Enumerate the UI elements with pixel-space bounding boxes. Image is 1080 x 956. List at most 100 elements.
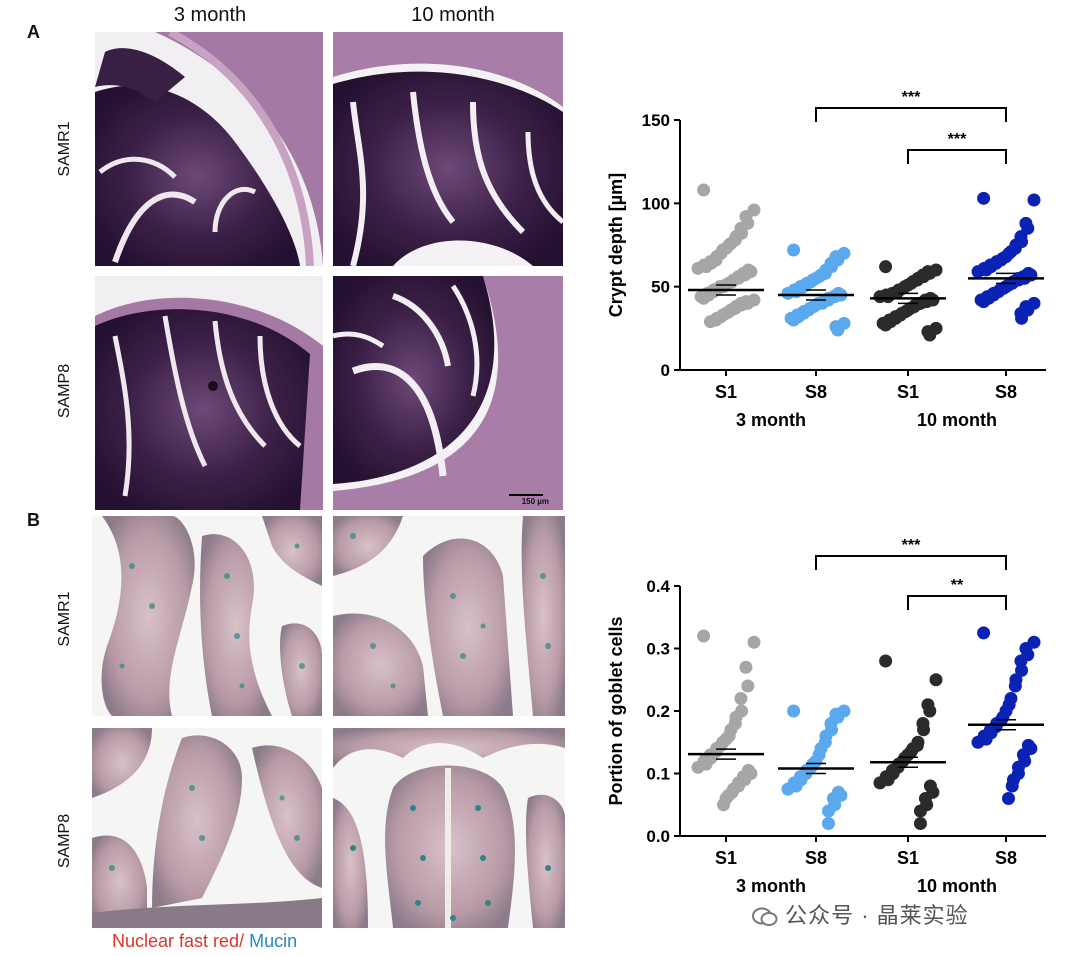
significance-label: *** [902, 537, 921, 554]
y-tick-label: 0.2 [646, 702, 670, 721]
x-tick-label: S1 [897, 382, 919, 402]
y-tick-label: 150 [642, 111, 670, 130]
data-point [741, 679, 755, 693]
data-point [697, 629, 711, 643]
data-point [873, 290, 887, 304]
significance-bracket [907, 595, 1007, 610]
chart-goblet-cells: 0.0 0.1 0.2 0.3 0.4 Portion of goblet cells S1… [590, 530, 1060, 910]
data-point [873, 776, 887, 790]
data-point [977, 191, 991, 205]
row-label-samr1-a: SAMR1 [56, 121, 73, 177]
chart-crypt-depth: 0 50 100 150 Crypt depth [µm] S1 S8 S1 S8 3 month… [590, 80, 1060, 440]
histology-b-samr1-3m [92, 516, 322, 716]
data-point [917, 723, 931, 737]
data-point [717, 798, 731, 812]
data-point [697, 183, 711, 197]
data-point [691, 760, 705, 774]
significance-bracket [815, 107, 1007, 122]
group-label: 10 month [917, 410, 997, 430]
y-tick-label: 50 [651, 278, 670, 297]
panel-a-letter: A [27, 22, 40, 42]
x-tick-label: S1 [715, 848, 737, 868]
scale-bar [509, 494, 543, 496]
significance-bracket [815, 555, 1007, 570]
data-point [781, 782, 795, 796]
x-tick-label: S1 [715, 382, 737, 402]
histology-a-samr1-10m [333, 32, 563, 266]
data-point [821, 804, 835, 818]
wechat-icon [752, 907, 778, 927]
histology-a-samp8-3m [95, 276, 323, 510]
group-label: 3 month [736, 876, 806, 896]
x-tick-label: S8 [995, 382, 1017, 402]
data-point [879, 654, 893, 668]
significance-bracket [907, 149, 1007, 164]
data-point [879, 318, 893, 332]
data-point [913, 804, 927, 818]
data-point [923, 328, 937, 342]
significance-label: ** [951, 577, 964, 594]
row-label-samp8-b: SAMP8 [56, 813, 73, 869]
data-point [747, 635, 761, 649]
y-tick-label: 0 [661, 361, 670, 380]
data-point [739, 660, 753, 674]
y-tick-label: 100 [642, 194, 670, 213]
x-tick-label: S8 [805, 382, 827, 402]
watermark: 公众号 · 晶莱实验 [752, 898, 969, 930]
stain-legend: Nuclear fast red/ Mucin [112, 931, 297, 952]
stain-legend-mucin: Mucin [249, 931, 298, 951]
data-point [977, 295, 991, 309]
significance-label: *** [902, 89, 921, 106]
crypt-depth-plot: 0 50 100 150 Crypt depth [µm] S1 S8 S1 S8 3 month… [606, 89, 1046, 430]
data-point [923, 704, 937, 718]
data-point [1027, 193, 1041, 207]
group-label: 10 month [917, 876, 997, 896]
goblet-cells-plot: 0.0 0.1 0.2 0.3 0.4 Portion of goblet cells S1… [606, 537, 1046, 896]
histology-a-samp8-10m: 150 µm [333, 276, 563, 510]
y-tick-label: 0.3 [646, 640, 670, 659]
row-label-samr1-b: SAMR1 [56, 591, 73, 647]
significance-label: *** [948, 131, 967, 148]
scale-bar-label: 150 µm [521, 497, 549, 506]
watermark-text: 公众号 · 晶莱实验 [785, 903, 969, 928]
data-point [1014, 654, 1028, 668]
data-point [691, 261, 705, 275]
col-header-3-month: 3 month [173, 4, 247, 26]
data-point [1015, 663, 1029, 677]
y-axis-label: Crypt depth [µm] [606, 173, 626, 317]
data-point [1005, 779, 1019, 793]
data-point [787, 704, 801, 718]
data-point [821, 817, 835, 830]
y-tick-label: 0.0 [646, 827, 670, 846]
y-tick-label: 0.4 [646, 577, 670, 596]
histology-a-samr1-3m [95, 32, 323, 266]
x-tick-label: S1 [897, 848, 919, 868]
stain-legend-separator: / [239, 931, 250, 951]
y-axis-label: Portion of goblet cells [606, 616, 626, 805]
data-point [1001, 792, 1015, 805]
data-point [734, 692, 748, 705]
data-point [1008, 679, 1022, 693]
row-label-samp8-a: SAMP8 [56, 363, 73, 419]
stain-legend-nuclear-fast-red: Nuclear fast red [112, 931, 240, 951]
histology-b-samr1-10m [333, 516, 565, 716]
x-tick-label: S8 [995, 848, 1017, 868]
group-label: 3 month [736, 410, 806, 430]
data-point [971, 265, 985, 279]
data-point [703, 315, 717, 329]
data-point [1015, 311, 1029, 325]
data-point [929, 673, 943, 687]
data-point [913, 817, 927, 830]
y-tick-label: 0.1 [646, 765, 670, 784]
col-header-10-month: 10 month [411, 4, 495, 26]
data-point [879, 260, 893, 274]
data-point [697, 291, 711, 305]
x-tick-label: S8 [805, 848, 827, 868]
histology-b-samp8-10m [333, 728, 565, 928]
data-point [971, 735, 985, 749]
data-point [977, 626, 991, 640]
data-point [781, 286, 795, 300]
data-point [831, 323, 845, 337]
histology-b-samp8-3m [92, 728, 322, 928]
data-point [787, 313, 801, 327]
